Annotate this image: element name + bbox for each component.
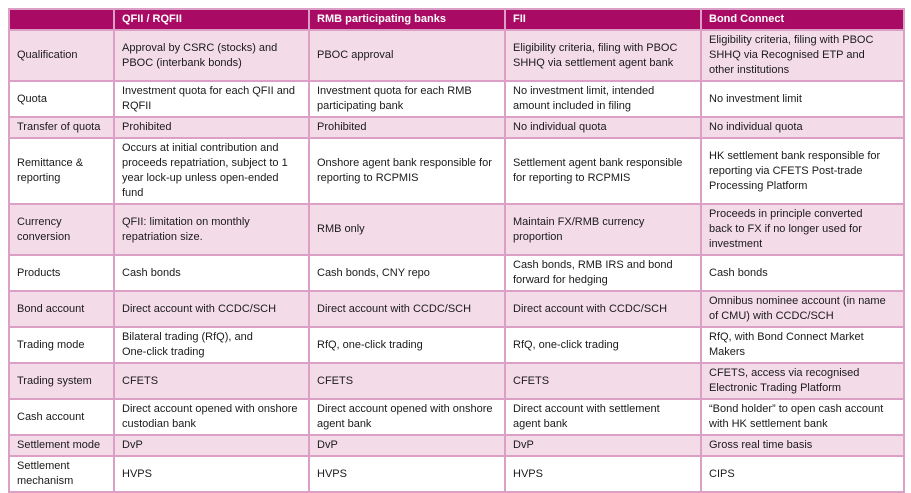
row-label: Products [8,254,115,292]
row-label: Trading mode [8,326,115,364]
table-cell: HVPS [113,455,310,493]
table-cell: Maintain FX/RMB currency proportion [504,203,702,256]
table-cell: Direct account with settlement agent ban… [504,398,702,436]
table-cell: RfQ, with Bond Connect Market Makers [700,326,905,364]
table-row-cash-account: Cash account Direct account opened with … [8,398,905,436]
table-cell: Proceeds in principle converted back to … [700,203,905,256]
table-cell: DvP [504,434,702,457]
table-cell: Investment quota for each QFII and RQFII [113,80,310,118]
table-cell: DvP [308,434,506,457]
table-cell: Prohibited [113,116,310,139]
table-cell: CFETS [504,362,702,400]
table-cell: No individual quota [700,116,905,139]
header-cell-fii: FII [504,8,702,31]
table-cell: Approval by CSRC (stocks) and PBOC (inte… [113,29,310,82]
row-label: Bond account [8,290,115,328]
header-cell-empty [8,8,115,31]
row-label: Currency conversion [8,203,115,256]
row-label: Transfer of quota [8,116,115,139]
table-cell: CFETS [308,362,506,400]
header-cell-qfii-rqfii: QFII / RQFII [113,8,310,31]
row-label: Settlement mode [8,434,115,457]
table-cell: RfQ, one-click trading [504,326,702,364]
table-cell: Cash bonds [700,254,905,292]
table-cell: “Bond holder” to open cash account with … [700,398,905,436]
table-cell: CIPS [700,455,905,493]
table-cell: Cash bonds [113,254,310,292]
table-row-transfer-of-quota: Transfer of quota Prohibited Prohibited … [8,116,905,139]
table-cell: Occurs at initial contribution and proce… [113,137,310,205]
table-cell: Investment quota for each RMB participat… [308,80,506,118]
table-row-settlement-mechanism: Settlement mechanism HVPS HVPS HVPS CIPS [8,455,905,493]
table-cell: Direct account with CCDC/SCH [113,290,310,328]
table-cell: Eligibility criteria, filing with PBOC S… [504,29,702,82]
table-cell: Bilateral trading (RfQ), and One-click t… [113,326,310,364]
header-row: QFII / RQFII RMB participating banks FII… [8,8,905,31]
table-row-remittance-reporting: Remittance & reporting Occurs at initial… [8,137,905,205]
table-cell: Omnibus nominee account (in name of CMU)… [700,290,905,328]
row-label: Qualification [8,29,115,82]
row-label: Quota [8,80,115,118]
table-cell: Direct account with CCDC/SCH [308,290,506,328]
table-row-trading-mode: Trading mode Bilateral trading (RfQ), an… [8,326,905,364]
table-cell: No individual quota [504,116,702,139]
table-cell: CFETS, access via recognised Electronic … [700,362,905,400]
table-cell: CFETS [113,362,310,400]
comparison-table: QFII / RQFII RMB participating banks FII… [8,8,905,493]
row-label: Trading system [8,362,115,400]
table-cell: QFII: limitation on monthly repatriation… [113,203,310,256]
row-label: Cash account [8,398,115,436]
row-label: Settlement mechanism [8,455,115,493]
table-cell: RMB only [308,203,506,256]
table-cell: Cash bonds, CNY repo [308,254,506,292]
table-cell: HVPS [504,455,702,493]
table-row-currency-conversion: Currency conversion QFII: limitation on … [8,203,905,256]
table-cell: PBOC approval [308,29,506,82]
table-cell: No investment limit, intended amount inc… [504,80,702,118]
row-label: Remittance & reporting [8,137,115,205]
table-cell: Gross real time basis [700,434,905,457]
table-cell: HVPS [308,455,506,493]
header-cell-bond-connect: Bond Connect [700,8,905,31]
page: QFII / RQFII RMB participating banks FII… [8,8,905,493]
table-row-products: Products Cash bonds Cash bonds, CNY repo… [8,254,905,292]
table-cell: Direct account opened with onshore agent… [308,398,506,436]
table-row-bond-account: Bond account Direct account with CCDC/SC… [8,290,905,328]
table-cell: Direct account opened with onshore custo… [113,398,310,436]
table-cell: HK settlement bank responsible for repor… [700,137,905,205]
table-cell: RfQ, one-click trading [308,326,506,364]
table-cell: Settlement agent bank responsible for re… [504,137,702,205]
table-cell: Direct account with CCDC/SCH [504,290,702,328]
table-row-trading-system: Trading system CFETS CFETS CFETS CFETS, … [8,362,905,400]
table-row-settlement-mode: Settlement mode DvP DvP DvP Gross real t… [8,434,905,457]
table-cell: Eligibility criteria, filing with PBOC S… [700,29,905,82]
table-cell: Onshore agent bank responsible for repor… [308,137,506,205]
table-cell: DvP [113,434,310,457]
table-row-qualification: Qualification Approval by CSRC (stocks) … [8,29,905,82]
table-cell: Prohibited [308,116,506,139]
table-row-quota: Quota Investment quota for each QFII and… [8,80,905,118]
table-cell: Cash bonds, RMB IRS and bond forward for… [504,254,702,292]
header-cell-rmb-participating-banks: RMB participating banks [308,8,506,31]
table-cell: No investment limit [700,80,905,118]
